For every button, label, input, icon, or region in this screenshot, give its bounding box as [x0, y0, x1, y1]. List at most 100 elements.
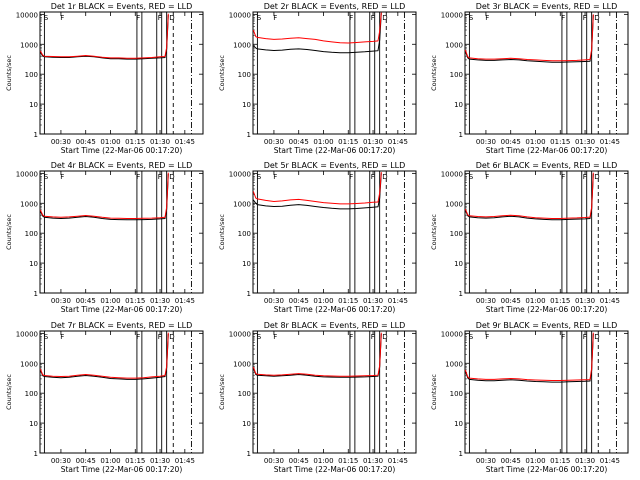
y-tick-label: 1000 — [20, 41, 38, 49]
y-tick-label: 1000 — [233, 200, 251, 208]
x-tick-label: 00:45 — [289, 457, 309, 465]
x-tick-label: 01:30 — [575, 457, 595, 465]
y-axis-label: Counts/sec — [430, 374, 438, 410]
x-tick-label: 01:30 — [575, 297, 595, 305]
y-axis-label: Counts/sec — [430, 214, 438, 250]
event-marker-label: D — [382, 173, 387, 181]
event-marker-label: F — [371, 173, 375, 181]
y-tick-label: 10000 — [16, 330, 38, 338]
series-line-events — [39, 14, 169, 60]
series-line-lld — [252, 332, 382, 377]
event-marker-label: F — [273, 333, 277, 341]
x-tick-label: 01:15 — [550, 457, 570, 465]
series-line-events — [464, 173, 594, 221]
x-tick-label: 01:00 — [313, 457, 333, 465]
y-tick-label: 1 — [459, 450, 463, 458]
chart-title: Det 4r BLACK = Events, RED = LLD — [51, 161, 193, 170]
x-tick-label: 01:45 — [600, 457, 620, 465]
x-tick-label: 00:30 — [476, 457, 496, 465]
chart-title: Det 3r BLACK = Events, RED = LLD — [476, 2, 618, 11]
event-marker-label: F — [485, 14, 489, 22]
y-axis-label: Counts/sec — [5, 55, 13, 91]
x-tick-label: 01:15 — [550, 297, 570, 305]
series-line-lld — [39, 172, 169, 219]
y-tick-label: 10 — [454, 101, 463, 109]
y-tick-label: 10000 — [229, 330, 251, 338]
x-tick-label: 01:15 — [550, 138, 570, 146]
chart-panel-det-4r: Det 4r BLACK = Events, RED = LLD 1 10 100 10… — [5, 161, 204, 314]
x-tick-label: 00:45 — [289, 297, 309, 305]
x-tick-label: 01:45 — [388, 297, 408, 305]
event-marker-label: S — [469, 333, 474, 341]
event-marker-label: F — [136, 173, 140, 181]
x-tick-label: 00:45 — [76, 138, 96, 146]
x-tick-label: 00:30 — [264, 297, 284, 305]
event-marker-label: F — [349, 173, 353, 181]
y-tick-label: 10 — [29, 420, 38, 428]
chart-title: Det 7r BLACK = Events, RED = LLD — [51, 321, 193, 330]
event-marker-label: F — [583, 14, 587, 22]
chart-panel-det-3r: Det 3r BLACK = Events, RED = LLD 1 10 100 10… — [430, 2, 629, 155]
event-marker-label: D — [594, 173, 599, 181]
series-line-lld — [464, 14, 594, 62]
x-tick-label: 01:45 — [388, 457, 408, 465]
plot-frame — [39, 330, 204, 454]
series-line-events — [39, 173, 169, 221]
y-axis-label: Counts/sec — [218, 374, 226, 410]
x-tick-label: 00:45 — [501, 138, 521, 146]
y-tick-label: 10000 — [441, 11, 463, 19]
plot-frame — [464, 170, 629, 294]
x-tick-label: 01:00 — [100, 457, 120, 465]
event-marker-label: S — [257, 14, 262, 22]
x-tick-label: 01:15 — [338, 457, 358, 465]
series-line-lld — [39, 13, 169, 59]
x-tick-label: 01:30 — [363, 138, 383, 146]
y-tick-label: 100 — [238, 230, 251, 238]
y-tick-label: 1000 — [445, 200, 463, 208]
y-tick-label: 10000 — [229, 11, 251, 19]
x-tick-label: 01:30 — [150, 138, 170, 146]
x-tick-label: 01:45 — [600, 138, 620, 146]
plot-frame — [464, 11, 629, 135]
y-tick-label: 10 — [454, 260, 463, 268]
event-marker-label: F — [485, 173, 489, 181]
y-tick-label: 100 — [25, 390, 38, 398]
y-tick-label: 1000 — [233, 360, 251, 368]
y-tick-label: 1 — [34, 131, 38, 139]
y-tick-label: 1 — [247, 290, 251, 298]
y-tick-label: 1000 — [233, 41, 251, 49]
x-tick-label: 00:30 — [264, 138, 284, 146]
y-tick-label: 1000 — [20, 200, 38, 208]
chart-title: Det 8r BLACK = Events, RED = LLD — [264, 321, 406, 330]
chart-title: Det 9r BLACK = Events, RED = LLD — [476, 321, 618, 330]
y-tick-label: 10000 — [441, 170, 463, 178]
y-tick-label: 1 — [459, 290, 463, 298]
plot-frame — [39, 11, 204, 135]
x-axis-label: Start Time (22-Mar-06 00:17:20) — [274, 465, 396, 474]
y-tick-label: 1 — [247, 450, 251, 458]
event-marker-label: F — [583, 333, 587, 341]
x-tick-label: 00:30 — [51, 457, 71, 465]
event-marker-label: F — [371, 333, 375, 341]
series-line-events — [252, 173, 382, 210]
y-tick-label: 10 — [242, 101, 251, 109]
x-tick-label: 01:00 — [313, 138, 333, 146]
chart-panel-det-7r: Det 7r BLACK = Events, RED = LLD 1 10 100 10… — [5, 321, 204, 474]
x-axis-label: Start Time (22-Mar-06 00:17:20) — [486, 305, 608, 314]
y-tick-label: 100 — [450, 71, 463, 79]
x-tick-label: 01:00 — [100, 138, 120, 146]
y-tick-label: 100 — [25, 71, 38, 79]
event-marker-label: F — [158, 333, 162, 341]
event-marker-label: F — [349, 14, 353, 22]
y-tick-label: 100 — [25, 230, 38, 238]
chart-title: Det 1r BLACK = Events, RED = LLD — [51, 2, 193, 11]
event-marker-label: F — [60, 333, 64, 341]
y-tick-label: 100 — [450, 230, 463, 238]
x-tick-label: 00:45 — [501, 297, 521, 305]
x-tick-label: 00:30 — [476, 297, 496, 305]
x-tick-label: 01:30 — [363, 297, 383, 305]
y-axis-label: Counts/sec — [218, 214, 226, 250]
chart-title: Det 6r BLACK = Events, RED = LLD — [476, 161, 618, 170]
chart-title: Det 5r BLACK = Events, RED = LLD — [264, 161, 406, 170]
series-line-lld — [39, 332, 169, 379]
